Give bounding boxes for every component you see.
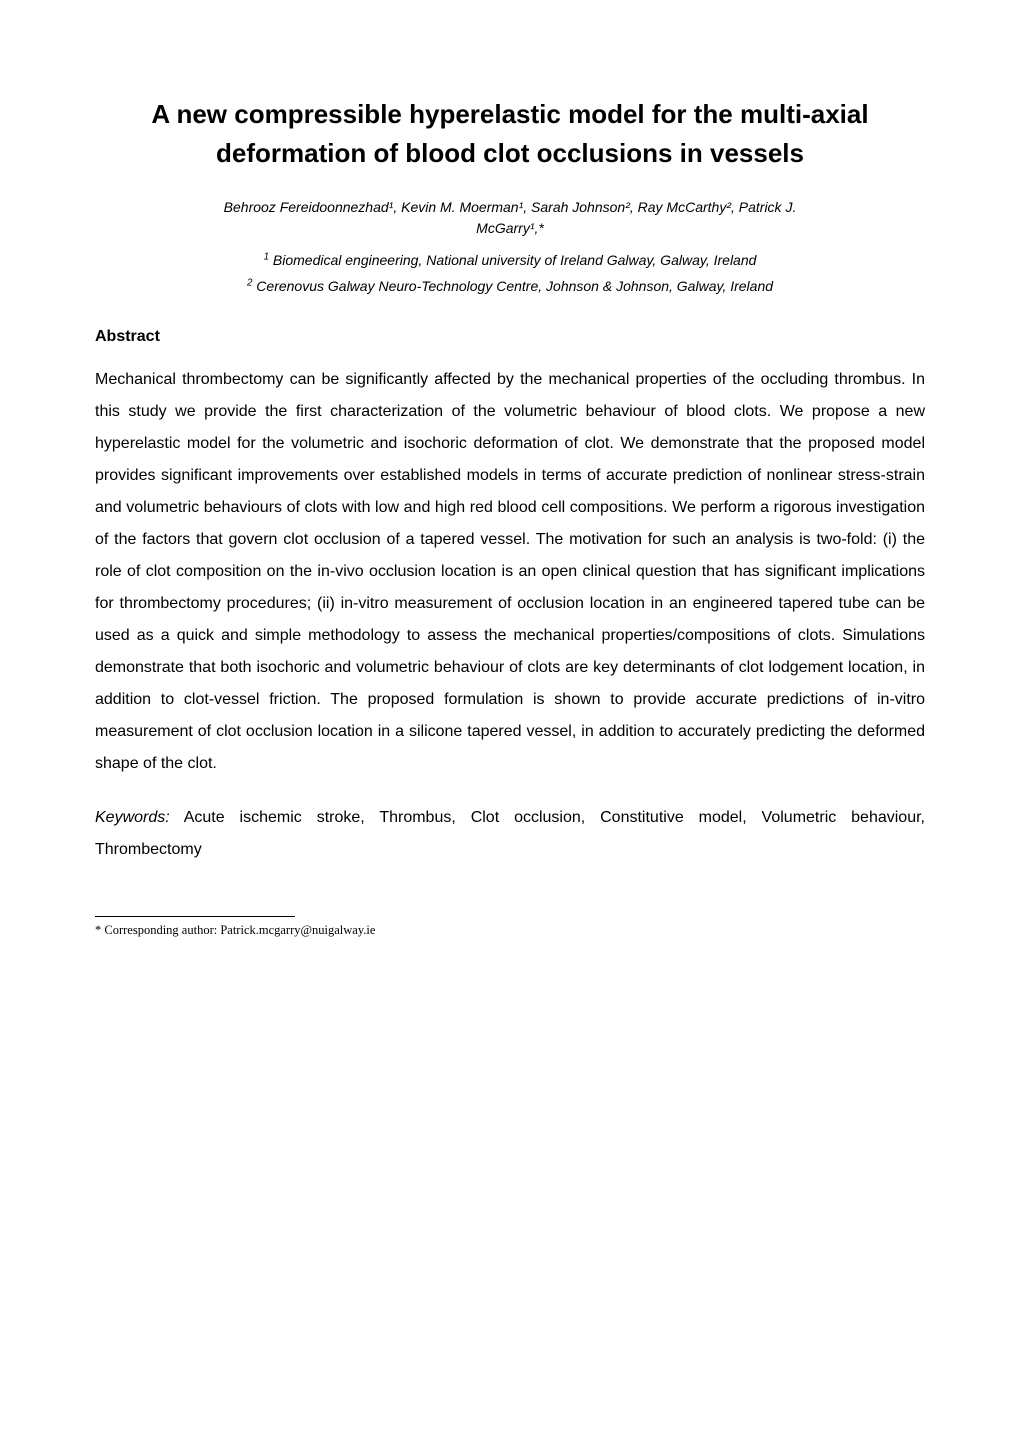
- author-list: Behrooz Fereidoonnezhad¹, Kevin M. Moerm…: [95, 197, 925, 239]
- affiliations-block: 1 Biomedical engineering, National unive…: [95, 249, 925, 298]
- title-line-1: A new compressible hyperelastic model fo…: [151, 99, 868, 129]
- paper-title: A new compressible hyperelastic model fo…: [95, 95, 925, 173]
- affiliation-1-text: Biomedical engineering, National univers…: [269, 252, 756, 268]
- keywords: Keywords: Acute ischemic stroke, Thrombu…: [95, 802, 925, 866]
- abstract-body: Mechanical thrombectomy can be significa…: [95, 364, 925, 780]
- affiliation-2: 2 Cerenovus Galway Neuro-Technology Cent…: [95, 275, 925, 297]
- affiliation-1: 1 Biomedical engineering, National unive…: [95, 249, 925, 271]
- affiliation-2-text: Cerenovus Galway Neuro-Technology Centre…: [252, 278, 773, 294]
- abstract-heading: Abstract: [95, 328, 925, 346]
- keywords-label: Keywords:: [95, 809, 170, 826]
- footnote-text: Corresponding author: Patrick.mcgarry@nu…: [101, 923, 375, 937]
- authors-line-2: McGarry¹,*: [476, 220, 544, 236]
- authors-line-1: Behrooz Fereidoonnezhad¹, Kevin M. Moerm…: [224, 199, 797, 215]
- footnote-divider: [95, 916, 295, 917]
- keywords-values: Acute ischemic stroke, Thrombus, Clot oc…: [95, 809, 925, 858]
- title-line-2: deformation of blood clot occlusions in …: [216, 138, 804, 168]
- corresponding-author-footnote: * Corresponding author: Patrick.mcgarry@…: [95, 923, 925, 938]
